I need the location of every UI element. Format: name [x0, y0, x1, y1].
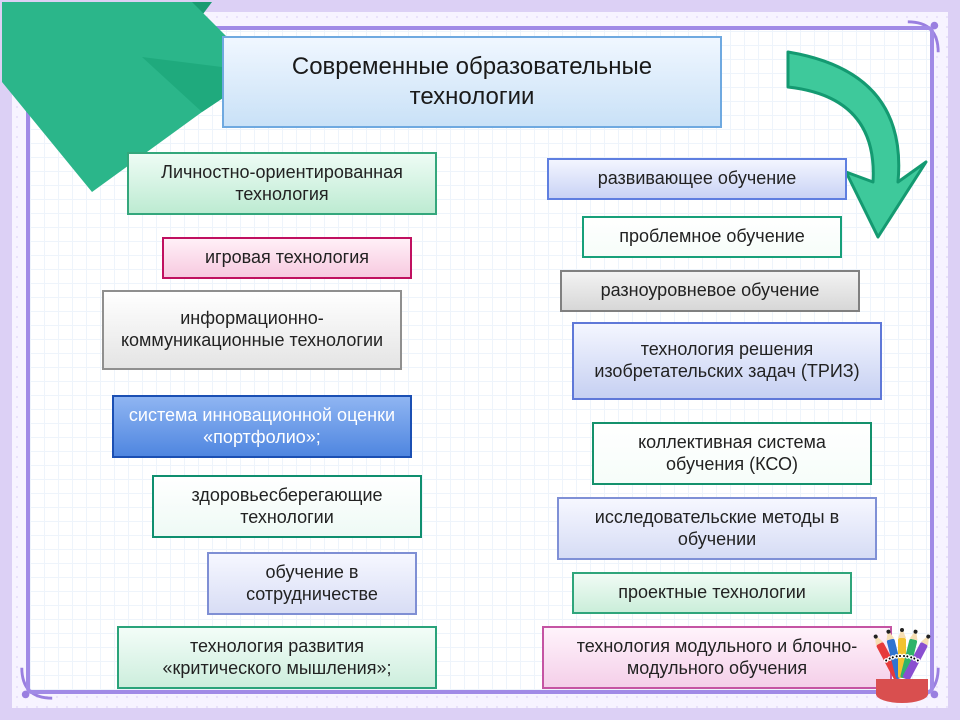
box-triz: технология решения изобретательских зада… [572, 322, 882, 400]
box-gaming: игровая технология [162, 237, 412, 279]
box-kso: коллективная система обучения (КСО) [592, 422, 872, 485]
box-cooperate: обучение в сотрудничестве [207, 552, 417, 615]
box-modular: технология модульного и блочно-модульног… [542, 626, 892, 689]
box-personal: Личностно-ориентированная технология [127, 152, 437, 215]
box-health: здоровьесберегающие технологии [152, 475, 422, 538]
box-crit: технология развития «критического мышлен… [117, 626, 437, 689]
box-ict: информационно-коммуникационные технологи… [102, 290, 402, 370]
box-problem: проблемное обучение [582, 216, 842, 258]
box-develop: развивающее обучение [547, 158, 847, 200]
page-title: Современные образовательные технологии [222, 36, 722, 128]
box-project: проектные технологии [572, 572, 852, 614]
box-multilevel: разноуровневое обучение [560, 270, 860, 312]
box-research: исследовательские методы в обучении [557, 497, 877, 560]
box-portfolio: система инновационной оценки «портфолио»… [112, 395, 412, 458]
outer-frame: Современные образовательные технологии Л… [0, 0, 960, 720]
